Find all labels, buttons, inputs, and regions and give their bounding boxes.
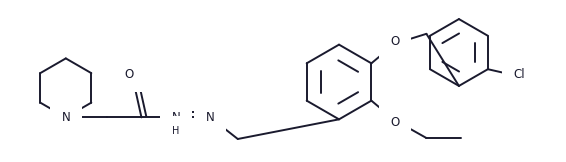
Text: N: N	[62, 111, 70, 124]
Text: O: O	[124, 68, 134, 81]
Text: O: O	[391, 116, 400, 129]
Text: N: N	[206, 111, 215, 124]
Text: H: H	[172, 126, 179, 136]
Text: O: O	[391, 35, 400, 48]
Text: Cl: Cl	[513, 68, 525, 81]
Text: N: N	[171, 111, 180, 124]
